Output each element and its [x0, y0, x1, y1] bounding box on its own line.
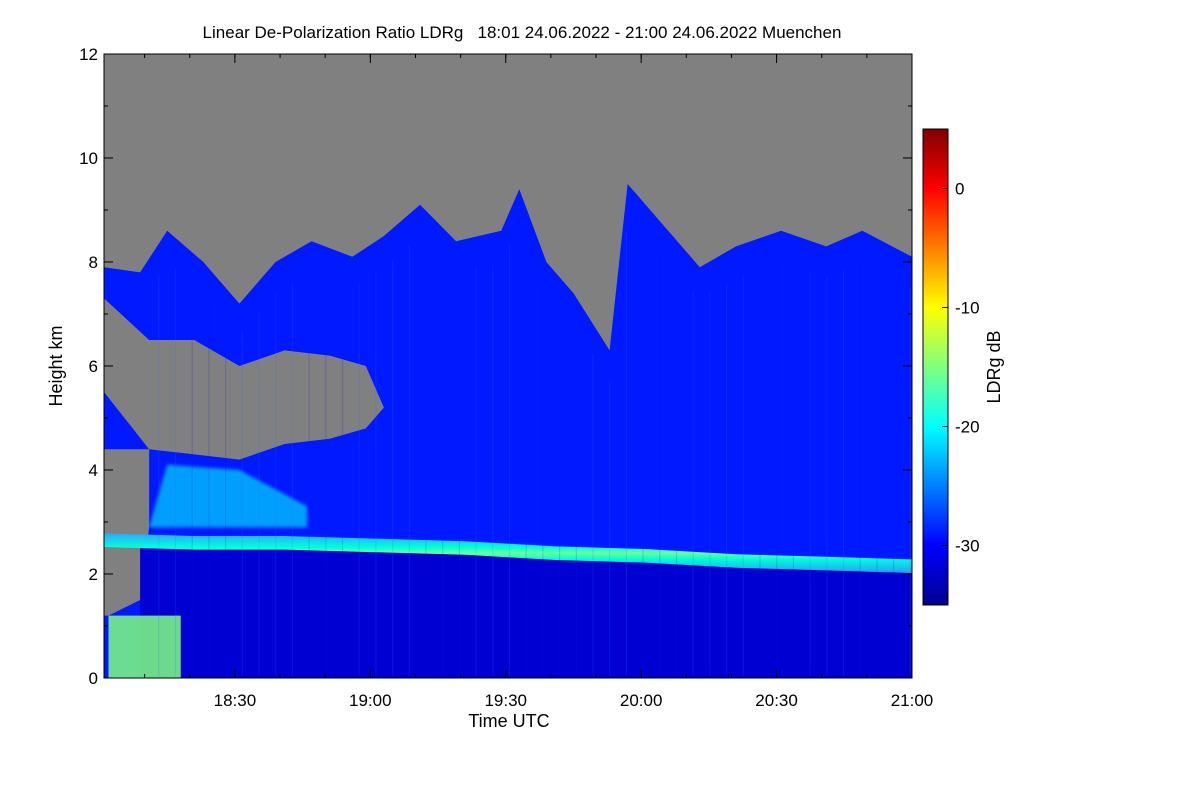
- texture-streak: [709, 292, 711, 676]
- texture-streak: [692, 290, 694, 676]
- texture-streak: [876, 269, 878, 676]
- texture-streak: [575, 328, 577, 676]
- texture-streak: [208, 298, 210, 676]
- plot-area: [104, 54, 912, 678]
- y-tick-label: 10: [79, 149, 98, 168]
- texture-streak: [241, 332, 243, 676]
- texture-streaks: [158, 231, 911, 676]
- texture-streak: [425, 241, 427, 676]
- colorbar-tick-label: -20: [955, 418, 980, 437]
- x-axis: 18:30 19:00 19:30 20:00 20:30 21:00: [144, 54, 934, 710]
- texture-streak: [726, 283, 728, 676]
- y-axis-label: Height km: [46, 325, 66, 406]
- texture-streak: [475, 267, 477, 676]
- texture-streak: [158, 275, 160, 676]
- texture-streak: [442, 258, 444, 676]
- x-tick-label: 19:00: [349, 691, 392, 710]
- colorbar-tick-label: 0: [955, 180, 964, 199]
- texture-streak: [559, 307, 561, 676]
- texture-streak: [341, 284, 344, 676]
- texture-streak: [525, 237, 527, 676]
- texture-streak: [308, 274, 310, 676]
- x-tick-label: 21:00: [891, 691, 934, 710]
- texture-streak: [609, 380, 611, 676]
- x-axis-label: Time UTC: [468, 711, 549, 731]
- texture-streak: [759, 269, 761, 676]
- x-tick-label: 20:30: [755, 691, 798, 710]
- y-tick-label: 12: [79, 45, 98, 64]
- colorbar-tick-label: -10: [955, 299, 980, 318]
- y-tick-label: 4: [89, 461, 98, 480]
- texture-streak: [909, 286, 911, 676]
- texture-streak: [659, 251, 661, 676]
- texture-streak: [325, 277, 327, 676]
- texture-streak: [776, 263, 778, 676]
- aerosol-layer-2km: [104, 533, 912, 573]
- texture-streak: [291, 283, 293, 676]
- boundary-layer: [140, 546, 912, 678]
- texture-streak: [508, 244, 511, 676]
- texture-streak: [893, 278, 895, 676]
- colorbar-ticks: 0 -10 -20 -30: [942, 180, 980, 556]
- x-tick-label: 20:00: [620, 691, 663, 710]
- clear-air-gap: [104, 298, 384, 460]
- x-tick-label: 19:30: [484, 691, 527, 710]
- texture-streak: [542, 282, 544, 676]
- near-ground-aerosol: [108, 615, 181, 678]
- texture-streak: [592, 354, 594, 676]
- x-tick-label: 18:30: [214, 691, 257, 710]
- early-no-data: [104, 449, 150, 616]
- colorbar-tick-label: -30: [955, 537, 980, 556]
- depolarizing-plume: [149, 464, 308, 528]
- y-tick-label: 0: [89, 669, 98, 688]
- texture-streak: [258, 313, 260, 676]
- texture-streak: [742, 275, 744, 676]
- texture-streak: [826, 277, 828, 676]
- y-tick-label: 2: [89, 565, 98, 584]
- y-tick-label: 6: [89, 357, 98, 376]
- chart-title: Linear De-Polarization Ratio LDRg 18:01 …: [203, 23, 842, 42]
- texture-streak: [375, 272, 377, 676]
- texture-streak: [792, 266, 794, 676]
- texture-streak: [225, 318, 227, 676]
- texture-streak: [642, 232, 644, 676]
- y-axis: 0 2 4 6 8 10 12: [79, 45, 912, 688]
- texture-streak: [358, 283, 360, 676]
- texture-streak: [458, 271, 460, 676]
- texture-streak: [809, 271, 811, 676]
- colorbar: [922, 128, 949, 606]
- texture-streak: [625, 231, 627, 676]
- texture-streak: [392, 260, 394, 676]
- texture-streak: [842, 270, 845, 676]
- texture-streak: [174, 268, 177, 676]
- texture-streak: [275, 293, 277, 676]
- colorbar-label: LDRg dB: [984, 330, 1004, 403]
- texture-streak: [675, 270, 678, 676]
- y-tick-label: 8: [89, 253, 98, 272]
- texture-streak: [191, 283, 193, 676]
- texture-streak: [859, 263, 861, 676]
- texture-streak: [408, 245, 410, 676]
- texture-streak: [492, 264, 494, 676]
